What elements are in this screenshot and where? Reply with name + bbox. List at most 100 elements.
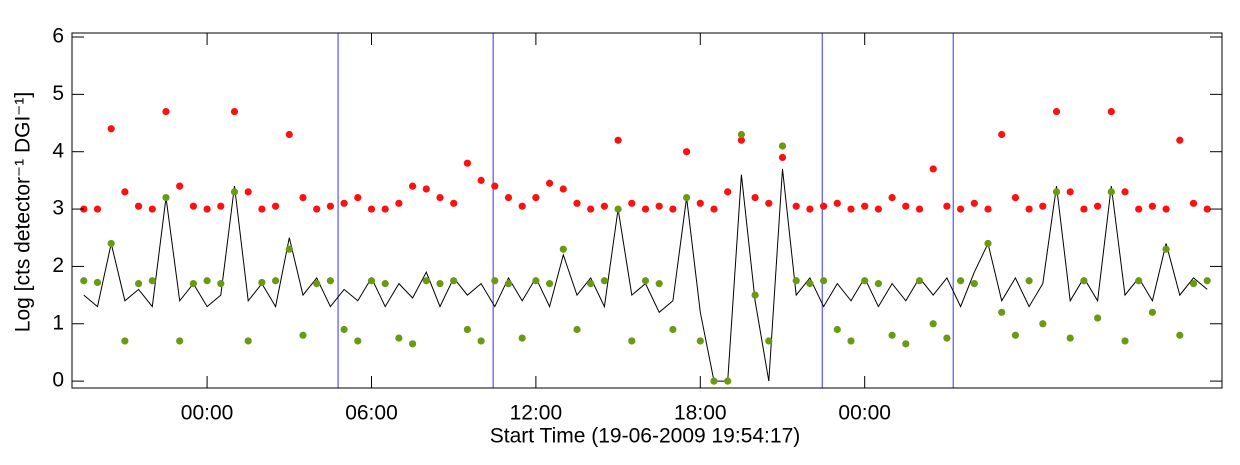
x-axis-title: Start Time (19-06-2009 19:54:17) — [490, 425, 801, 448]
data-point — [806, 205, 814, 213]
data-point — [285, 245, 293, 253]
y-axis-title: Log [cts detector⁻¹ DGI⁻¹] — [12, 92, 35, 332]
data-point — [929, 165, 937, 173]
data-point — [354, 193, 362, 202]
data-point — [1052, 188, 1061, 196]
data-point — [1189, 199, 1198, 207]
data-point — [408, 340, 417, 348]
data-point — [545, 179, 554, 187]
data-point — [915, 277, 924, 285]
data-point — [162, 193, 170, 202]
data-point — [1135, 205, 1143, 213]
data-point — [778, 153, 787, 162]
data-point — [1203, 205, 1211, 213]
data-point — [244, 188, 252, 196]
data-point — [573, 325, 581, 334]
data-point — [477, 337, 485, 345]
data-point — [573, 199, 581, 207]
plot-frame — [71, 32, 1223, 389]
data-point — [340, 199, 348, 207]
data-point — [532, 193, 540, 202]
data-point — [134, 202, 143, 210]
data-point — [696, 337, 704, 345]
data-point — [148, 277, 156, 285]
data-point — [408, 182, 417, 190]
data-line — [83, 168, 1208, 382]
x-tick-label: 00:00 — [181, 402, 234, 425]
data-point — [1025, 205, 1033, 213]
data-point — [532, 277, 540, 285]
data-point — [258, 278, 266, 287]
data-point — [545, 280, 554, 288]
data-point — [724, 188, 732, 196]
data-point — [107, 239, 115, 248]
data-point — [1203, 277, 1211, 285]
data-point — [176, 337, 184, 345]
data-point — [628, 199, 636, 207]
data-point — [189, 202, 197, 210]
data-point — [162, 107, 170, 116]
data-point — [888, 193, 896, 202]
data-point — [285, 130, 293, 139]
data-point — [998, 308, 1006, 316]
data-point — [381, 205, 389, 213]
data-point — [203, 205, 211, 213]
data-point — [217, 280, 225, 288]
data-point — [230, 107, 239, 116]
data-point — [450, 277, 458, 285]
data-point — [614, 136, 622, 144]
data-point — [655, 202, 663, 210]
data-point — [313, 205, 321, 213]
data-point — [819, 202, 828, 210]
data-point — [1080, 277, 1088, 285]
data-point — [587, 205, 595, 213]
data-point — [943, 202, 951, 210]
data-point — [1011, 331, 1020, 339]
data-point — [861, 277, 869, 285]
data-point — [806, 280, 814, 288]
data-point — [970, 199, 978, 207]
data-point — [422, 277, 430, 285]
data-point — [902, 340, 910, 348]
data-point — [189, 280, 197, 288]
data-point — [998, 130, 1006, 139]
data-point — [1094, 314, 1102, 322]
y-tick-label: 4 — [52, 139, 64, 162]
data-point — [1066, 334, 1074, 342]
data-point — [1107, 188, 1115, 196]
data-point — [833, 325, 841, 334]
data-point — [217, 202, 225, 210]
data-point — [518, 202, 526, 210]
data-point — [847, 337, 855, 345]
data-point — [902, 202, 910, 210]
y-tick-label: 1 — [52, 311, 64, 334]
data-point — [970, 280, 978, 288]
data-point — [436, 280, 444, 288]
data-point — [682, 193, 691, 202]
data-point — [792, 277, 800, 285]
data-point — [778, 142, 787, 150]
data-point — [1121, 337, 1129, 345]
data-point — [134, 280, 143, 288]
data-point — [915, 205, 924, 213]
data-point — [450, 199, 458, 207]
data-point — [491, 182, 499, 190]
data-point — [203, 277, 211, 285]
data-point — [628, 337, 636, 345]
data-point — [93, 205, 102, 213]
data-point — [230, 188, 239, 196]
data-point — [559, 245, 567, 253]
x-tick-label: 12:00 — [510, 402, 563, 425]
data-point — [1025, 277, 1033, 285]
data-point — [874, 280, 882, 288]
data-point — [984, 205, 992, 213]
data-point — [326, 277, 334, 285]
data-point — [724, 377, 732, 385]
data-point — [943, 334, 951, 342]
x-tick-label: 00:00 — [838, 402, 891, 425]
data-point — [682, 148, 691, 156]
data-point — [600, 277, 608, 285]
data-point — [1162, 205, 1170, 213]
data-point — [984, 239, 992, 248]
